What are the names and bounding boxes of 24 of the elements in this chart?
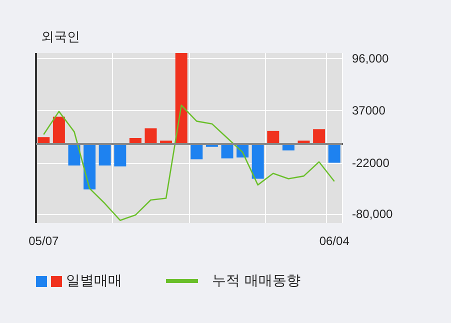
y-tick-label: 37000 [352, 104, 386, 118]
bar [129, 138, 142, 144]
bar [84, 143, 96, 190]
chart-title: 외국인 [41, 30, 80, 45]
bar [175, 53, 188, 144]
legend-label: 누적 매매동향 [212, 272, 300, 290]
bar [267, 130, 280, 144]
bar [144, 128, 157, 144]
y-tick-label: 96,000 [352, 51, 390, 66]
y-tick-label: -22000 [352, 156, 390, 170]
bar [313, 129, 326, 144]
bar [114, 143, 126, 166]
bar [38, 137, 50, 144]
bar [221, 143, 234, 158]
bar [252, 143, 264, 179]
bar [52, 116, 65, 144]
bar [98, 143, 111, 166]
legend-label: 일별매매 [66, 272, 122, 290]
bar [328, 143, 340, 163]
x-tick-label: 05/07 [28, 234, 59, 248]
y-tick-label: -80,000 [352, 207, 394, 222]
line-series [43, 104, 335, 221]
x-tick-label: 06/04 [319, 234, 350, 248]
bar [190, 143, 203, 160]
